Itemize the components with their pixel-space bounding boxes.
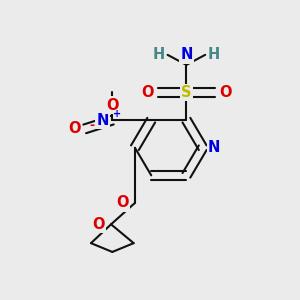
Text: O: O bbox=[68, 122, 81, 136]
Text: -: - bbox=[90, 118, 95, 132]
Text: N: N bbox=[180, 47, 193, 62]
Text: +: + bbox=[113, 109, 122, 119]
Text: H: H bbox=[208, 47, 220, 62]
Text: O: O bbox=[92, 217, 105, 232]
Text: O: O bbox=[106, 98, 118, 112]
Text: S: S bbox=[181, 85, 192, 100]
Text: O: O bbox=[116, 196, 129, 211]
Text: O: O bbox=[219, 85, 232, 100]
Text: H: H bbox=[153, 47, 165, 62]
Text: N: N bbox=[96, 112, 109, 128]
Text: O: O bbox=[141, 85, 154, 100]
Text: N: N bbox=[208, 140, 220, 155]
